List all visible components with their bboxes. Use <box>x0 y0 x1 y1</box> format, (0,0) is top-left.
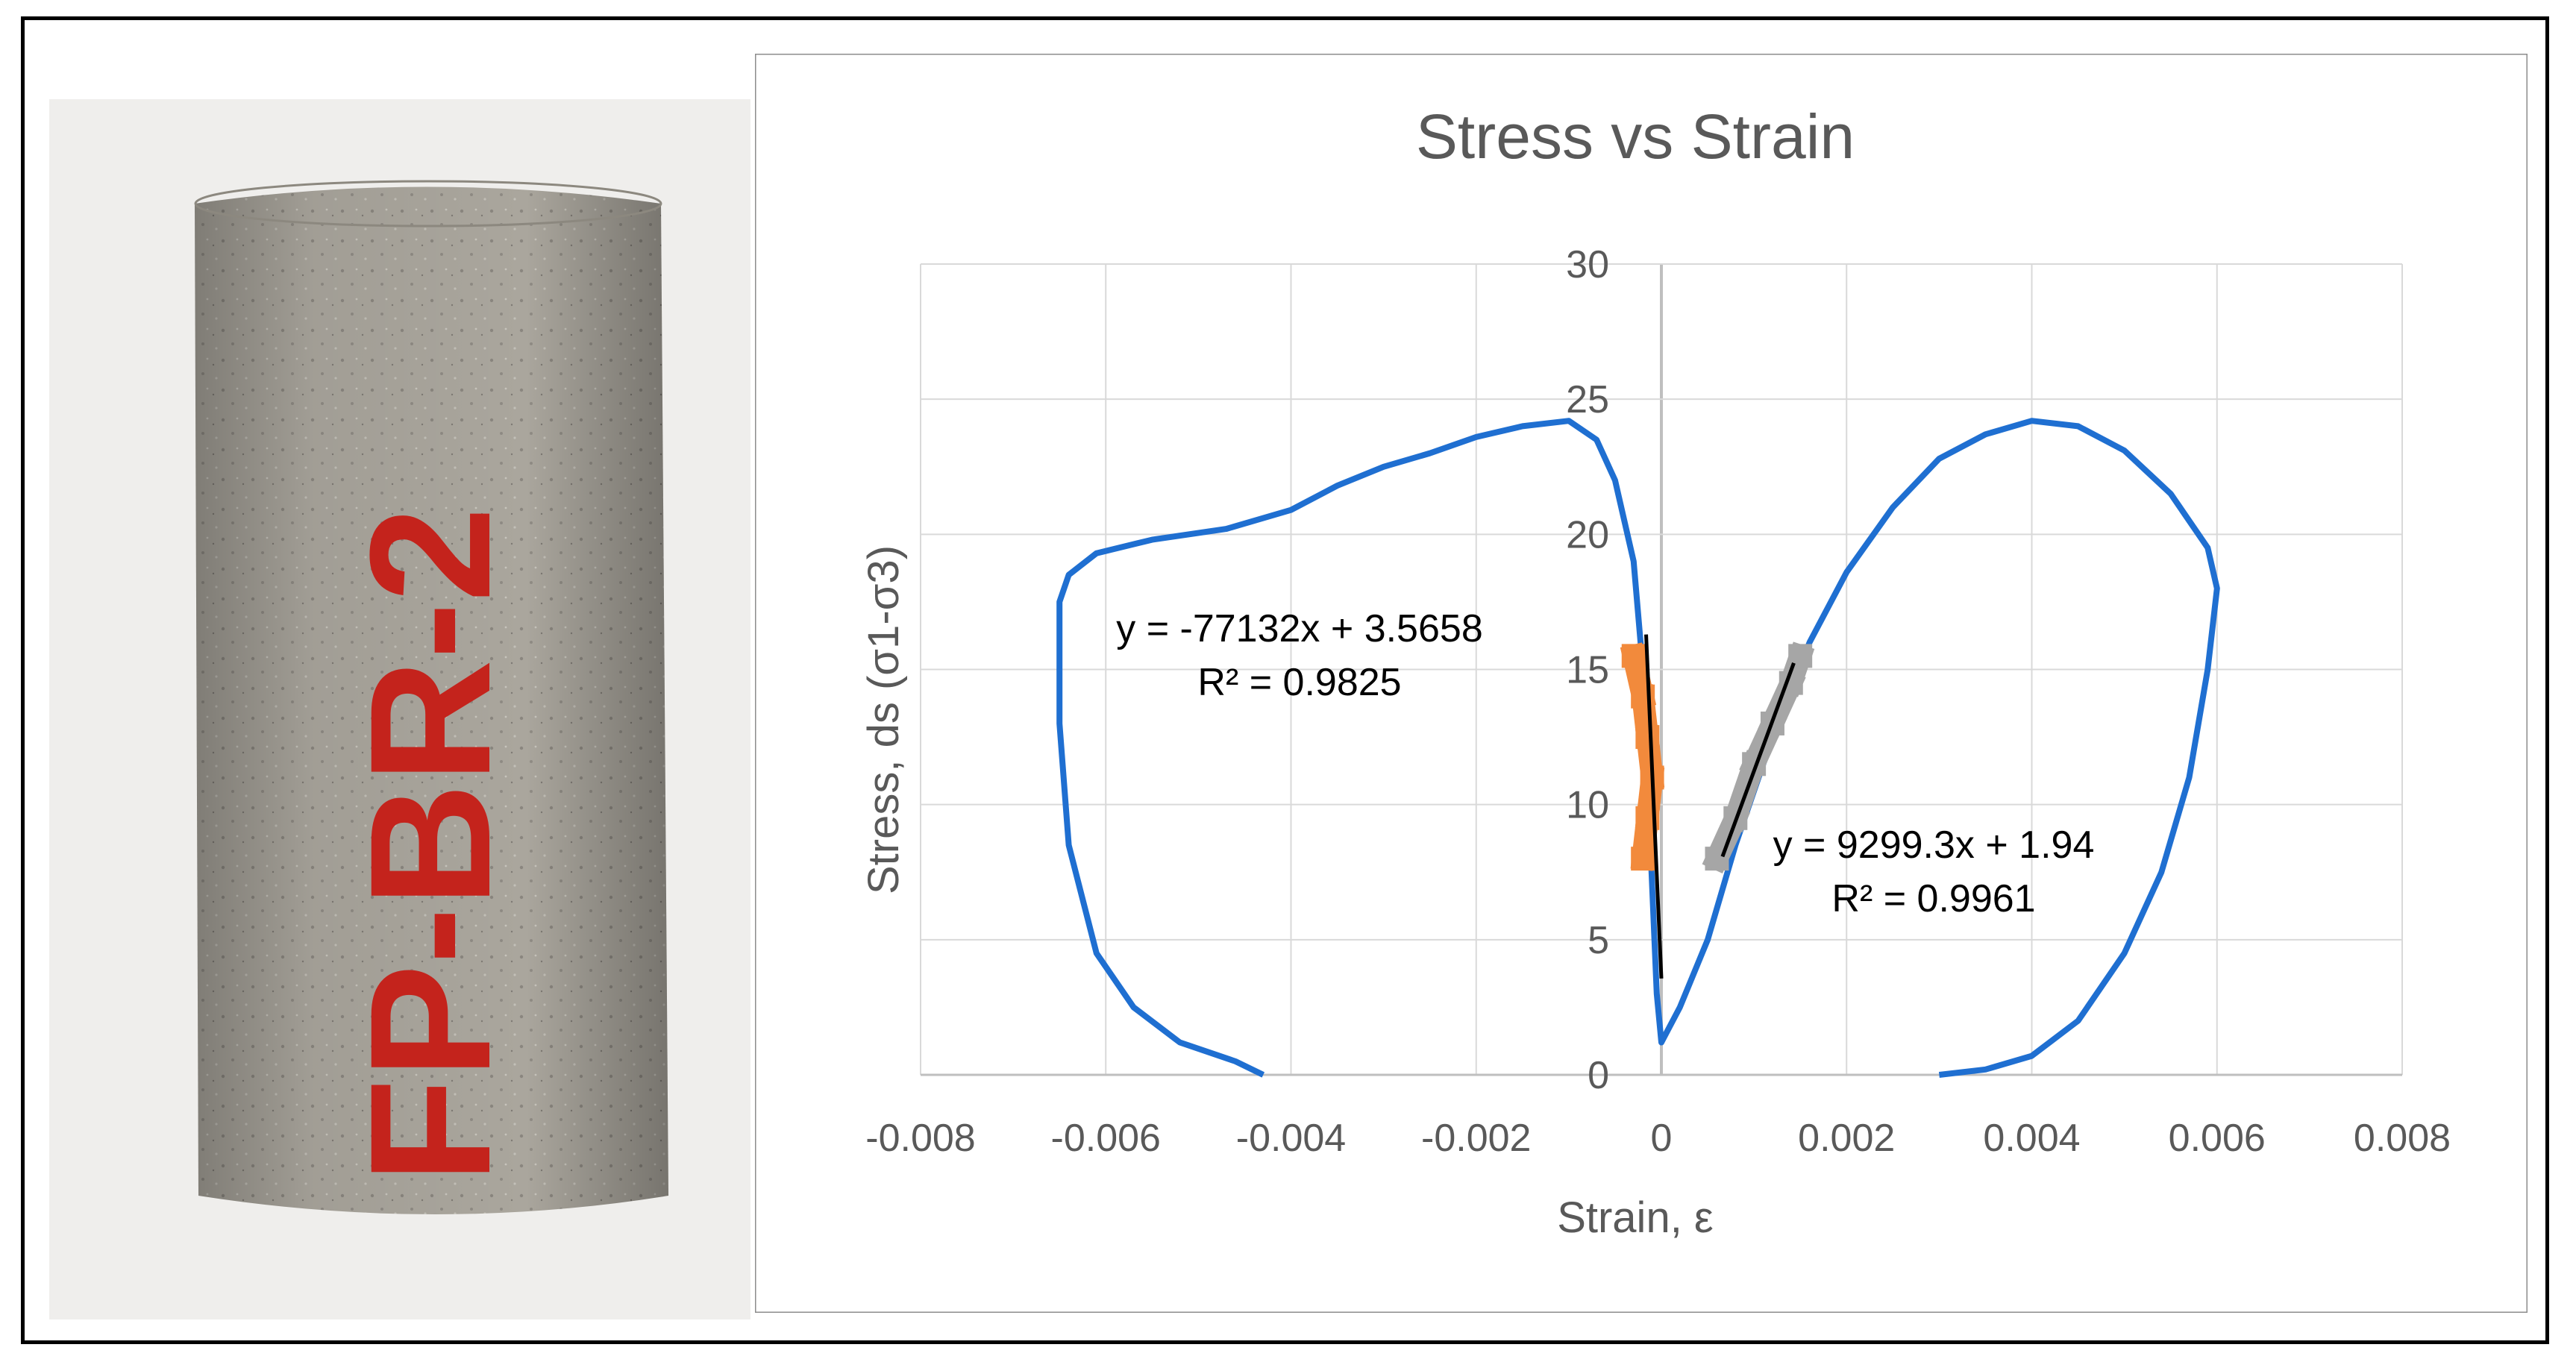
grid-layer <box>920 263 2403 1076</box>
y-tick-label: 20 <box>1566 513 1609 556</box>
trendline-axial <box>1720 662 1796 858</box>
specimen-photo: FP-BR-2 <box>49 99 750 1320</box>
r2-right: R² = 0.9961 <box>1831 877 2035 920</box>
equation-left: y = -77132x + 3.5658 <box>1116 607 1483 650</box>
y-axis-label: Stress, ds (σ1-σ3) <box>859 545 908 894</box>
y-tick-label: 5 <box>1588 919 1609 962</box>
rock-core-specimen <box>194 180 668 1214</box>
x-tick-label: -0.006 <box>1051 1117 1161 1160</box>
annotation-left: y = -77132x + 3.5658 R² = 0.9825 <box>1116 607 1483 704</box>
x-tick-label: 0 <box>1651 1117 1673 1160</box>
r2-left: R² = 0.9825 <box>1197 661 1401 704</box>
stress-strain-chart: Stress vs Strain -0.008 -0.006 -0.004 -0.00… <box>755 54 2528 1313</box>
y-tick-label: 25 <box>1566 378 1609 421</box>
chart-title: Stress vs Strain <box>1416 101 1855 172</box>
specimen-label-handwriting: FP-BR-2 <box>334 506 526 1183</box>
x-tick-label: 0.006 <box>2169 1117 2266 1160</box>
series-layer <box>1056 418 2220 1078</box>
annotation-right: y = 9299.3x + 1.94 R² = 0.9961 <box>1773 823 2095 920</box>
trendline-layer <box>1644 634 1796 979</box>
trendline-lateral <box>1644 634 1664 979</box>
y-tick-label: 10 <box>1566 784 1609 827</box>
x-tick-label: -0.002 <box>1421 1117 1531 1160</box>
x-tick-label: 0.002 <box>1798 1117 1895 1160</box>
x-tick-label: -0.008 <box>865 1117 975 1160</box>
x-axis-label: Strain, ε <box>1557 1193 1714 1242</box>
y-tick-label: 0 <box>1588 1054 1609 1097</box>
x-tick-label: -0.004 <box>1236 1117 1346 1160</box>
y-tick-label: 30 <box>1566 243 1609 286</box>
lateral-fit-point <box>1621 644 1646 668</box>
x-tick-label: 0.008 <box>2354 1117 2451 1160</box>
y-tick-label: 15 <box>1566 649 1609 692</box>
svg-text:FP-BR-2: FP-BR-2 <box>334 506 526 1183</box>
x-tick-label: 0.004 <box>1983 1117 2080 1160</box>
series-line-main-curve <box>1056 418 2220 1078</box>
equation-right: y = 9299.3x + 1.94 <box>1773 823 2095 867</box>
tick-layer: -0.008 -0.006 -0.004 -0.002 0 0.002 0.004 0.006… <box>865 243 2451 1160</box>
